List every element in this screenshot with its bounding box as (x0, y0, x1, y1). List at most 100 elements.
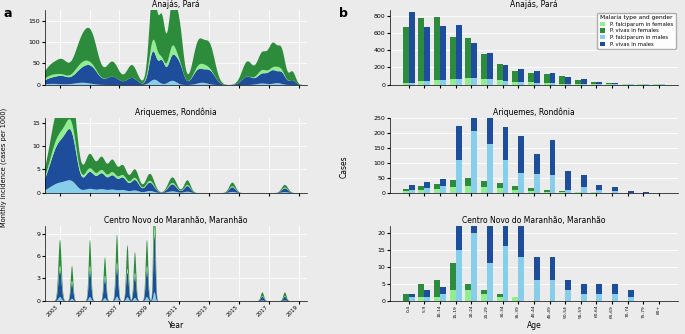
Bar (440, 179, 446, 186)
Bar (597, 81, 602, 84)
Bar (528, 188, 534, 191)
Title: Centro Novo do Maranhão, Maranhão: Centro Novo do Maranhão, Maranhão (104, 216, 247, 225)
Title: Ariquemes, Rondônia: Ariquemes, Rondônia (493, 108, 575, 117)
Text: Cases: Cases (339, 156, 349, 178)
Bar (590, 84, 597, 85)
Bar (440, 80, 446, 85)
Bar (449, 291, 456, 301)
Bar (465, 186, 471, 193)
Bar (434, 80, 440, 85)
Bar (497, 64, 503, 80)
Bar (575, 80, 581, 84)
Bar (597, 185, 602, 190)
Bar (419, 297, 424, 301)
Bar (581, 187, 587, 193)
Bar (481, 294, 487, 301)
Bar (465, 38, 471, 78)
Title: Anajás, Pará: Anajás, Pará (510, 0, 558, 9)
Bar (449, 78, 456, 85)
Bar (481, 79, 487, 85)
Text: Monthly incidence (cases per 1000): Monthly incidence (cases per 1000) (0, 107, 7, 227)
Bar (419, 186, 424, 190)
Bar (612, 187, 618, 191)
Bar (544, 190, 549, 192)
Bar (534, 71, 540, 82)
Bar (481, 181, 487, 187)
Bar (627, 191, 634, 193)
Bar (606, 83, 612, 84)
Bar (597, 190, 602, 193)
Bar (544, 74, 549, 83)
Bar (559, 192, 565, 193)
Bar (503, 81, 508, 85)
Bar (409, 12, 414, 83)
Bar (456, 160, 462, 193)
Bar (590, 82, 597, 84)
Bar (565, 76, 571, 84)
Bar (528, 191, 534, 193)
X-axis label: Age: Age (527, 321, 541, 330)
Bar (627, 84, 634, 85)
Bar (565, 190, 571, 193)
Title: Anajás, Pará: Anajás, Pará (152, 0, 199, 9)
Title: Centro Novo do Maranhão, Maranhão: Centro Novo do Maranhão, Maranhão (462, 216, 606, 225)
Bar (565, 280, 571, 291)
Bar (465, 284, 471, 291)
Bar (440, 287, 446, 294)
Bar (534, 82, 540, 85)
Bar (403, 191, 409, 193)
Bar (434, 280, 440, 297)
Bar (471, 131, 477, 193)
Bar (487, 144, 493, 193)
Bar (409, 294, 414, 297)
Bar (487, 96, 493, 144)
Bar (549, 257, 556, 280)
Bar (534, 257, 540, 280)
Bar (597, 84, 602, 85)
Bar (512, 186, 518, 190)
Bar (409, 185, 414, 190)
Bar (534, 174, 540, 193)
Bar (449, 180, 456, 187)
Bar (403, 294, 409, 301)
Bar (565, 291, 571, 301)
Bar (575, 84, 581, 85)
Bar (465, 178, 471, 186)
Bar (518, 136, 524, 173)
Bar (487, 53, 493, 79)
Bar (497, 183, 503, 188)
Bar (559, 84, 565, 85)
Bar (403, 189, 409, 191)
Bar (440, 186, 446, 193)
Legend: P. falciparum in females, P. vivax in females, P. falciparum in males, P. vivax : P. falciparum in females, P. vivax in fe… (597, 13, 675, 49)
Bar (534, 280, 540, 301)
Bar (512, 81, 518, 85)
Bar (471, 62, 477, 131)
Bar (481, 54, 487, 79)
Bar (465, 78, 471, 85)
Bar (440, 294, 446, 301)
Bar (549, 73, 556, 83)
Bar (627, 297, 634, 301)
Bar (581, 79, 587, 84)
Bar (449, 187, 456, 193)
Bar (518, 257, 524, 301)
Bar (528, 72, 534, 82)
Bar (612, 191, 618, 193)
Bar (549, 140, 556, 175)
X-axis label: Year: Year (168, 321, 184, 330)
Bar (424, 81, 430, 85)
Bar (487, 79, 493, 85)
Bar (503, 185, 508, 246)
Bar (559, 76, 565, 84)
Bar (503, 127, 508, 160)
Bar (487, 263, 493, 301)
Bar (403, 83, 409, 85)
Bar (518, 209, 524, 257)
Bar (497, 297, 503, 301)
Bar (643, 84, 649, 85)
Bar (612, 83, 618, 84)
Bar (471, 78, 477, 85)
Bar (549, 83, 556, 85)
Bar (403, 27, 409, 83)
